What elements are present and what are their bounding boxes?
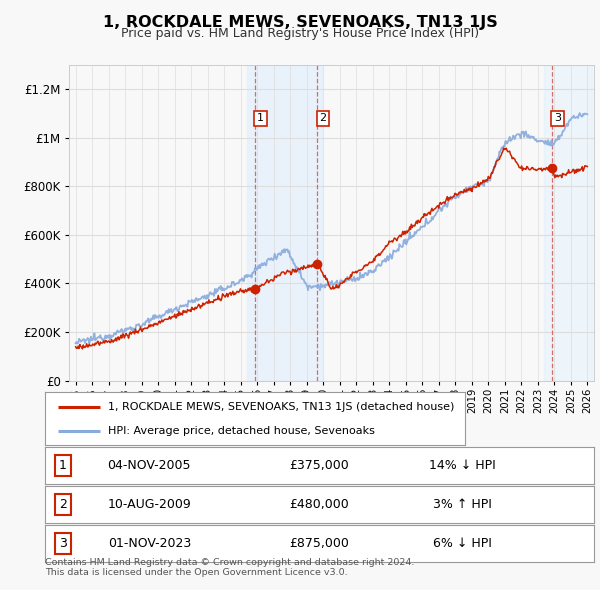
Text: 01-NOV-2023: 01-NOV-2023 <box>107 537 191 550</box>
Text: Contains HM Land Registry data © Crown copyright and database right 2024.
This d: Contains HM Land Registry data © Crown c… <box>45 558 415 577</box>
Text: 6% ↓ HPI: 6% ↓ HPI <box>433 537 491 550</box>
Text: Price paid vs. HM Land Registry's House Price Index (HPI): Price paid vs. HM Land Registry's House … <box>121 27 479 40</box>
Bar <box>247 65 322 381</box>
Bar <box>544 65 592 381</box>
Text: 1: 1 <box>59 459 67 472</box>
Text: 2: 2 <box>59 498 67 511</box>
Text: 1, ROCKDALE MEWS, SEVENOAKS, TN13 1JS: 1, ROCKDALE MEWS, SEVENOAKS, TN13 1JS <box>103 15 497 30</box>
Text: 3% ↑ HPI: 3% ↑ HPI <box>433 498 491 511</box>
Text: 1: 1 <box>257 113 264 123</box>
Text: £375,000: £375,000 <box>290 459 349 472</box>
Text: 10-AUG-2009: 10-AUG-2009 <box>107 498 191 511</box>
Text: £480,000: £480,000 <box>290 498 349 511</box>
Text: 3: 3 <box>554 113 561 123</box>
Text: 14% ↓ HPI: 14% ↓ HPI <box>429 459 496 472</box>
Text: 3: 3 <box>59 537 67 550</box>
Text: 2: 2 <box>319 113 326 123</box>
Text: £875,000: £875,000 <box>290 537 349 550</box>
Text: 1, ROCKDALE MEWS, SEVENOAKS, TN13 1JS (detached house): 1, ROCKDALE MEWS, SEVENOAKS, TN13 1JS (d… <box>108 402 454 412</box>
Text: 04-NOV-2005: 04-NOV-2005 <box>107 459 191 472</box>
Text: HPI: Average price, detached house, Sevenoaks: HPI: Average price, detached house, Seve… <box>108 426 375 436</box>
